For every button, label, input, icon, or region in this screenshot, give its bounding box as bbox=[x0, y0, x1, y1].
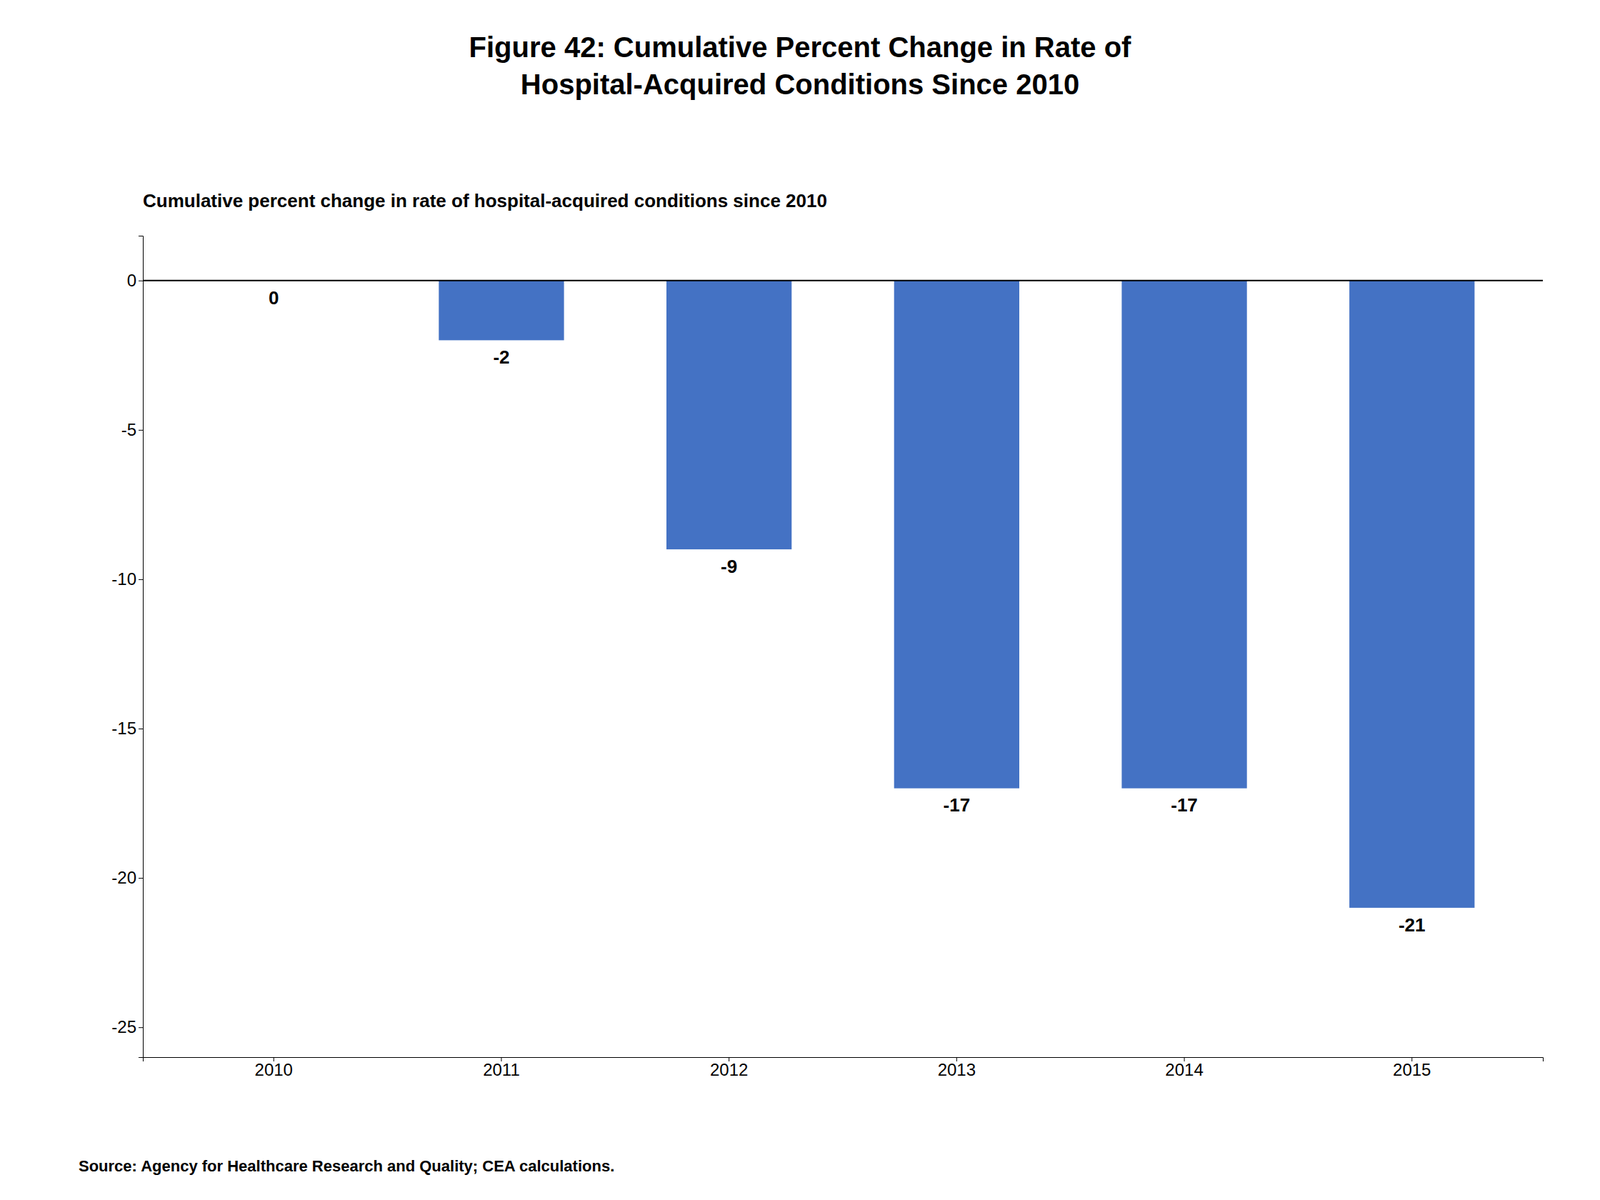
tick-label: 2012 bbox=[710, 1060, 748, 1080]
tick-mark bbox=[138, 430, 143, 431]
bar bbox=[1121, 280, 1247, 789]
data-label: -21 bbox=[1398, 914, 1426, 936]
source: Source: Agency for Healthcare Research a… bbox=[78, 1157, 615, 1175]
tick: -25 bbox=[111, 1017, 143, 1037]
tick-label: 2010 bbox=[255, 1060, 293, 1080]
bar bbox=[1349, 280, 1475, 908]
data-labels: 0 -2 -9 -17 -17 -21 bbox=[268, 287, 1426, 936]
bar bbox=[894, 280, 1020, 789]
y-axis: 0 -5 -10 -15 -20 -25 bbox=[111, 236, 143, 1058]
axis-line bbox=[143, 1057, 1544, 1063]
tick: -10 bbox=[111, 569, 143, 589]
tick-mark bbox=[138, 877, 143, 879]
zero-line bbox=[142, 280, 1543, 282]
data-label: -17 bbox=[1170, 794, 1198, 816]
chart: Figure 42: Cumulative Percent Change in … bbox=[0, 0, 1600, 1200]
plot: 0-5-10-15-20-252010201120122013201420150… bbox=[111, 236, 1543, 1080]
data-label: 0 bbox=[268, 287, 279, 309]
tick-label: 2015 bbox=[1392, 1060, 1431, 1080]
tick: 2010 bbox=[255, 1057, 293, 1080]
tick-label: -10 bbox=[111, 569, 137, 589]
tick-label: -15 bbox=[111, 718, 137, 738]
tick-mark bbox=[138, 728, 143, 730]
tick-mark bbox=[138, 579, 143, 580]
tick-mark bbox=[138, 1027, 143, 1028]
tick: 2013 bbox=[937, 1057, 976, 1080]
bars bbox=[438, 280, 1475, 908]
tick: 0 bbox=[127, 270, 143, 290]
tick-label: 2011 bbox=[482, 1060, 520, 1080]
title: Figure 42: Cumulative Percent Change in … bbox=[469, 31, 1133, 100]
axis-line bbox=[138, 236, 144, 1058]
tick: 2014 bbox=[1165, 1057, 1203, 1080]
tick: -15 bbox=[111, 718, 143, 738]
tick-label: -5 bbox=[121, 420, 137, 440]
x-axis: 2010 2011 2012 2013 2014 2015 bbox=[143, 1057, 1544, 1080]
data-label: -2 bbox=[492, 346, 510, 368]
data-label: -17 bbox=[943, 794, 971, 816]
tick-label: 2014 bbox=[1165, 1060, 1203, 1080]
subtitle: Cumulative percent change in rate of hos… bbox=[142, 190, 828, 212]
tick: 2015 bbox=[1392, 1057, 1431, 1080]
tick: 2011 bbox=[482, 1057, 520, 1080]
tick: -5 bbox=[121, 420, 143, 440]
tick-label: 0 bbox=[127, 270, 137, 290]
tick: -20 bbox=[111, 867, 143, 888]
bar bbox=[438, 280, 564, 341]
tick-label: -25 bbox=[111, 1017, 137, 1037]
bar bbox=[666, 280, 792, 550]
tick-label: 2013 bbox=[937, 1060, 976, 1080]
tick-label: -20 bbox=[111, 867, 137, 888]
tick-mark bbox=[138, 280, 143, 282]
data-label: -9 bbox=[720, 555, 738, 578]
tick: 2012 bbox=[710, 1057, 748, 1080]
